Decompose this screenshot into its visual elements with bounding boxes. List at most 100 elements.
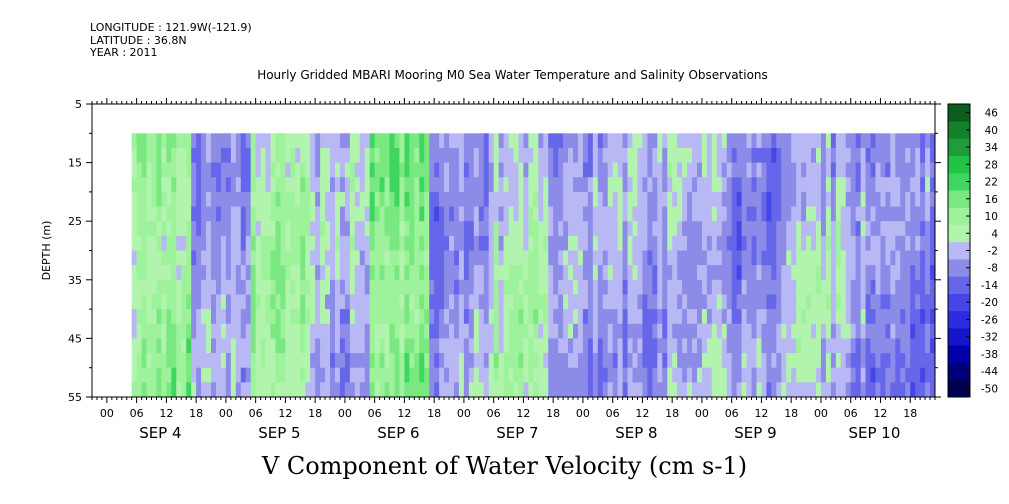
x-day-label: SEP 10 <box>848 424 900 442</box>
heatmap-cell <box>632 323 638 339</box>
heatmap-cell <box>731 338 738 354</box>
heatmap-cell <box>711 162 718 178</box>
latitude-label: LATITUDE : 36.8N <box>90 33 187 47</box>
heatmap-cell <box>320 367 326 383</box>
heatmap-cell <box>677 250 683 266</box>
heatmap-cell <box>637 338 643 354</box>
heatmap-cell <box>880 177 886 193</box>
heatmap-cell <box>746 133 752 149</box>
heatmap-cell <box>920 250 926 266</box>
heatmap-cell <box>731 250 738 266</box>
heatmap-cell <box>131 382 138 398</box>
heatmap-cell <box>374 147 381 163</box>
heatmap-cell <box>716 177 723 193</box>
heatmap-cell <box>811 162 817 178</box>
heatmap-cell <box>419 221 425 237</box>
heatmap-cell <box>364 177 371 193</box>
heatmap-cell <box>731 265 738 281</box>
heatmap-cell <box>166 206 172 222</box>
heatmap-cell <box>414 221 420 237</box>
heatmap-cell <box>910 133 916 149</box>
heatmap-cell <box>870 206 876 222</box>
heatmap-cell <box>622 279 628 295</box>
heatmap-cell <box>389 353 395 369</box>
heatmap-cell <box>186 221 192 237</box>
heatmap-cell <box>721 279 728 295</box>
heatmap-cell <box>766 309 772 325</box>
heatmap-cell <box>488 309 495 325</box>
heatmap-cell <box>875 279 881 295</box>
heatmap-cell <box>925 250 931 266</box>
heatmap-cell <box>523 338 529 354</box>
heatmap-cell <box>453 279 460 295</box>
heatmap-cell <box>310 338 316 354</box>
heatmap-cell <box>156 294 162 310</box>
colorbar-label: 34 <box>985 142 999 154</box>
heatmap-cell <box>225 147 232 163</box>
heatmap-cell <box>825 382 832 398</box>
heatmap-cell <box>850 147 857 163</box>
heatmap-cell <box>840 367 847 383</box>
heatmap-cell <box>900 221 906 237</box>
heatmap-cell <box>607 294 614 310</box>
heatmap-cell <box>215 309 222 325</box>
heatmap-cell <box>295 250 301 266</box>
heatmap-cell <box>325 235 331 251</box>
heatmap-cell <box>820 221 827 237</box>
heatmap-cell <box>696 221 703 237</box>
heatmap-cell <box>453 191 460 207</box>
heatmap-cell <box>756 221 762 237</box>
heatmap-cell <box>389 177 395 193</box>
heatmap-cell <box>275 206 281 222</box>
heatmap-cell <box>900 265 906 281</box>
heatmap-cell <box>533 338 539 354</box>
heatmap-cell <box>806 338 812 354</box>
heatmap-cell <box>379 309 385 325</box>
heatmap-cell <box>602 323 609 339</box>
heatmap-cell <box>672 294 678 310</box>
heatmap-cell <box>315 309 321 325</box>
heatmap-cell <box>364 206 371 222</box>
heatmap-cell <box>211 221 217 237</box>
heatmap-cell <box>330 265 336 281</box>
heatmap-cell <box>766 367 772 383</box>
heatmap-cell <box>637 250 643 266</box>
heatmap-cell <box>582 221 589 237</box>
heatmap-cell <box>255 309 261 325</box>
heatmap-cell <box>533 353 539 369</box>
heatmap-cell <box>582 191 589 207</box>
heatmap-cell <box>662 191 668 207</box>
x-hour-label: 12 <box>516 407 530 420</box>
heatmap-cell <box>394 250 400 266</box>
heatmap-cell <box>300 177 306 193</box>
heatmap-cell <box>493 309 500 325</box>
heatmap-cell <box>196 147 202 163</box>
heatmap-cell <box>344 367 351 383</box>
heatmap-cell <box>478 279 485 295</box>
heatmap-cell <box>488 250 495 266</box>
heatmap-cell <box>424 367 430 383</box>
x-day-label: SEP 5 <box>258 424 300 442</box>
colorbar-label: -38 <box>981 349 998 361</box>
heatmap-cell <box>468 323 475 339</box>
heatmap-cell <box>751 294 757 310</box>
heatmap-cell <box>573 177 579 193</box>
heatmap-cell <box>568 367 574 383</box>
heatmap-cell <box>662 338 668 354</box>
heatmap-cell <box>711 265 718 281</box>
heatmap-cell <box>359 177 366 193</box>
heatmap-cell <box>915 191 921 207</box>
heatmap-cell <box>339 294 346 310</box>
heatmap-cell <box>156 147 162 163</box>
heatmap-cell <box>607 147 614 163</box>
heatmap-cell <box>211 177 217 193</box>
heatmap-cell <box>855 235 862 251</box>
heatmap-cell <box>607 338 614 354</box>
heatmap-cell <box>587 309 594 325</box>
heatmap-cell <box>756 177 762 193</box>
heatmap-cell <box>275 250 281 266</box>
heatmap-cell <box>612 353 619 369</box>
heatmap-cell <box>220 353 227 369</box>
heatmap-cell <box>334 353 341 369</box>
